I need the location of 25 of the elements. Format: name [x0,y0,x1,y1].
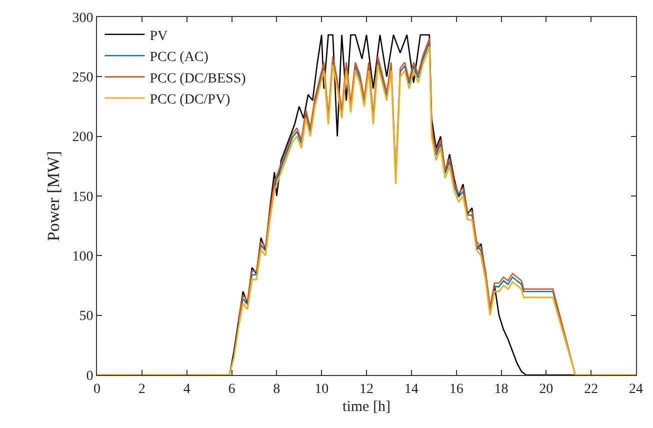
x-tick-label: 16 [449,382,464,397]
x-tick-label: 18 [494,382,508,397]
y-axis-title: Power [MW] [44,150,63,242]
y-tick-label: 200 [72,130,94,146]
legend-label: PCC (AC) [150,50,209,66]
x-tick-label: 14 [404,382,418,397]
x-tick-label: 6 [228,382,236,397]
x-axis-title: time [h] [342,398,390,415]
y-tick-label: 250 [72,70,94,86]
y-tick-label: 150 [72,190,94,205]
y-tick-label: 50 [79,309,94,324]
y-tick-label: 300 [72,10,94,26]
y-tick-label: 0 [86,368,94,384]
x-tick-label: 4 [183,382,190,397]
y-tick-label: 100 [72,250,94,265]
x-tick-label: 2 [138,382,146,397]
x-tick-label: 22 [584,382,598,397]
x-tick-label: 24 [629,382,643,397]
legend-label: PV [150,28,168,44]
legend-label: PCC (DC/PV) [150,92,231,108]
legend-label: PCC (DC/BESS) [150,71,246,86]
x-tick-label: 20 [539,382,554,397]
x-tick-label: 10 [314,382,329,397]
x-tick-label: 12 [360,382,374,397]
x-tick-label: 8 [273,382,280,397]
